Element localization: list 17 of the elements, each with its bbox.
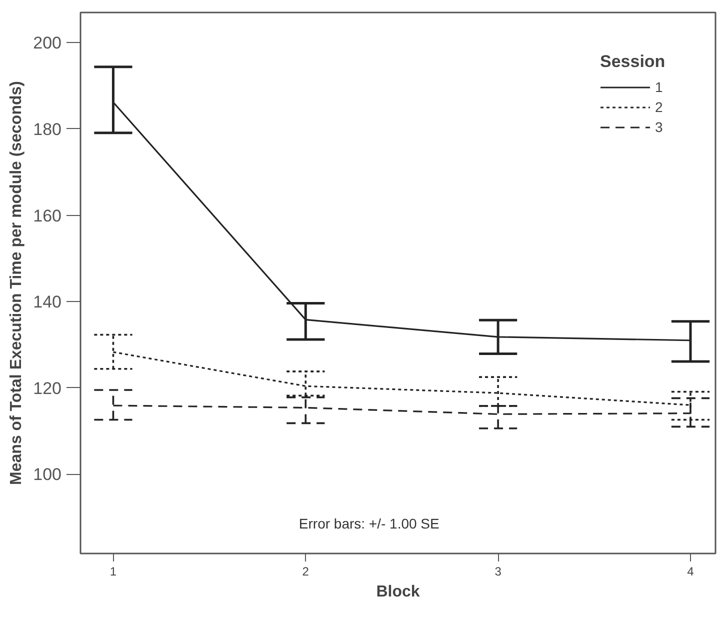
y-tick-label: 160 — [33, 206, 62, 226]
y-tick-label: 180 — [33, 120, 62, 139]
x-tick-label: 4 — [687, 564, 694, 578]
y-axis-title: Means of Total Execution Time per module (seconds) — [8, 81, 26, 485]
x-tick-label: 2 — [302, 564, 310, 578]
legend-label: 3 — [655, 119, 664, 135]
legend-label: 1 — [655, 79, 664, 95]
x-tick-label: 3 — [494, 564, 502, 578]
y-tick-label: 120 — [33, 378, 62, 398]
y-tick-label: 140 — [33, 292, 62, 312]
y-tick-label: 100 — [33, 465, 62, 484]
annotation: Error bars: +/- 1.00 SE — [298, 516, 440, 532]
y-tick-label: 200 — [33, 34, 62, 53]
legend-title: Session — [600, 52, 666, 72]
x-axis-title: Block — [376, 584, 420, 600]
legend-label: 2 — [655, 99, 664, 115]
x-tick-label: 1 — [110, 564, 117, 578]
